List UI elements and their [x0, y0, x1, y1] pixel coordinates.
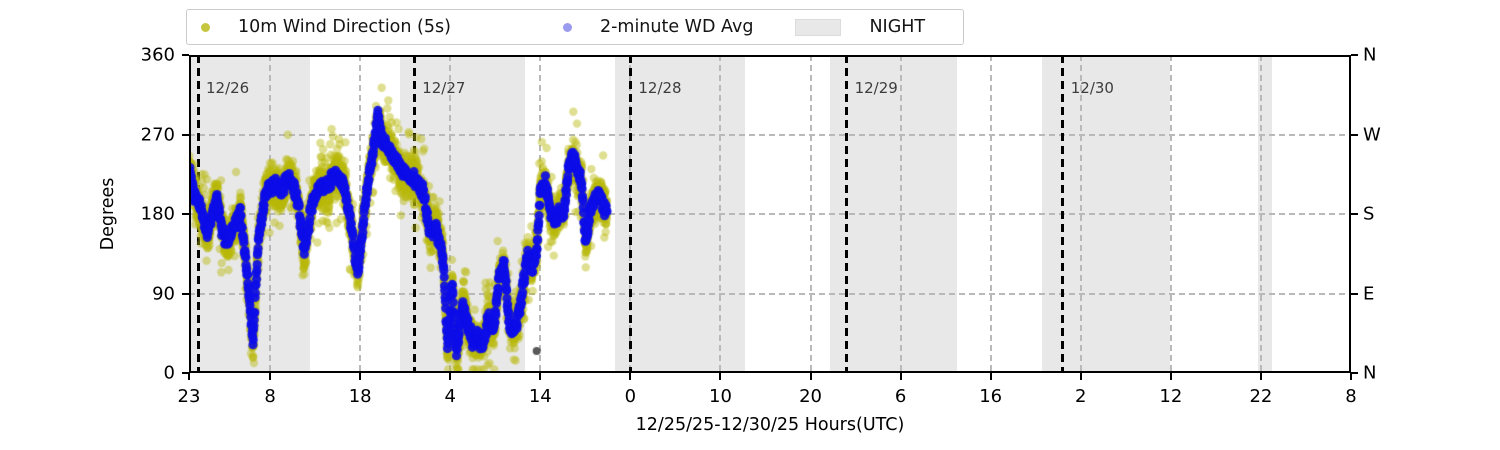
legend-label-night: NIGHT — [869, 17, 926, 37]
y-tick-label-left: 0 — [163, 362, 175, 384]
scatter-canvas — [189, 55, 1351, 373]
x-tick-label: 2 — [1075, 386, 1087, 407]
x-axis-label: 12/25/25-12/30/25 Hours(UTC) — [635, 415, 905, 435]
x-tick-label: 4 — [444, 386, 456, 407]
x-tick-label: 20 — [799, 386, 822, 407]
date-label: 12/27 — [422, 79, 466, 97]
x-tick-label: 16 — [979, 386, 1003, 407]
x-tick-mark — [719, 373, 722, 380]
y-tick-label-right: N — [1363, 44, 1377, 66]
y-tick-mark-left — [182, 292, 189, 295]
y-tick-label-left: 270 — [140, 124, 175, 145]
x-tick-mark — [359, 373, 362, 380]
x-tick-mark — [809, 373, 812, 380]
x-tick-label: 14 — [528, 386, 552, 407]
y-tick-label-right: W — [1363, 124, 1381, 145]
y-tick-label-right: E — [1363, 283, 1375, 304]
night-patch-icon — [795, 18, 842, 36]
x-tick-mark — [188, 373, 190, 380]
y-tick-mark-right — [1351, 372, 1358, 374]
x-tick-mark — [1259, 373, 1262, 380]
x-tick-label: 8 — [264, 386, 276, 407]
legend-item-wd-avg: 2-minute WD Avg — [562, 17, 754, 37]
x-tick-mark — [539, 373, 542, 380]
wind-direction-marker-icon — [201, 22, 210, 32]
y-tick-mark-right — [1351, 54, 1358, 56]
x-tick-mark — [1169, 373, 1172, 380]
x-tick-label: 0 — [624, 386, 637, 407]
y-tick-label-left: 180 — [140, 203, 175, 225]
y-axis-label: Degrees — [98, 177, 118, 251]
y-tick-mark-left — [182, 133, 189, 136]
x-tick-mark — [449, 373, 452, 380]
x-tick-mark — [629, 373, 632, 380]
x-tick-label: 23 — [177, 386, 201, 407]
y-tick-mark-left — [182, 54, 189, 56]
x-tick-mark — [899, 373, 902, 380]
x-tick-label: 8 — [1345, 386, 1357, 407]
plot-area: 12/26 12/27 12/28 12/29 12/30 — [189, 55, 1351, 373]
legend-item-wind-direction: 10m Wind Direction (5s) — [201, 17, 451, 37]
x-tick-mark — [1079, 373, 1082, 380]
legend-label-wind-direction: 10m Wind Direction (5s) — [238, 17, 451, 37]
legend-label-wd-avg: 2-minute WD Avg — [599, 17, 754, 37]
x-tick-mark — [269, 373, 272, 380]
y-tick-mark-left — [182, 213, 189, 215]
x-tick-label: 22 — [1249, 386, 1273, 407]
x-tick-label: 10 — [709, 386, 732, 407]
y-tick-mark-right — [1351, 213, 1358, 215]
y-tick-mark-right — [1351, 292, 1358, 295]
y-tick-label-right: N — [1363, 362, 1377, 384]
date-label: 12/28 — [638, 79, 682, 97]
legend-item-night: NIGHT — [795, 17, 925, 37]
date-label: 12/30 — [1070, 79, 1114, 97]
y-tick-label-left: 90 — [152, 283, 175, 304]
x-tick-label: 6 — [894, 386, 907, 407]
date-label: 12/29 — [854, 79, 898, 97]
y-tick-mark-right — [1351, 133, 1358, 136]
y-tick-label-right: S — [1363, 203, 1375, 225]
x-tick-mark — [1350, 373, 1352, 380]
y-tick-mark-left — [182, 372, 189, 374]
legend: 10m Wind Direction (5s) 2-minute WD Avg … — [186, 9, 964, 45]
x-tick-label: 18 — [348, 386, 372, 407]
date-label: 12/26 — [206, 79, 250, 97]
wd-avg-marker-icon — [562, 22, 572, 32]
x-tick-label: 12 — [1159, 386, 1183, 407]
x-tick-mark — [989, 373, 992, 380]
y-tick-label-left: 360 — [140, 44, 175, 66]
